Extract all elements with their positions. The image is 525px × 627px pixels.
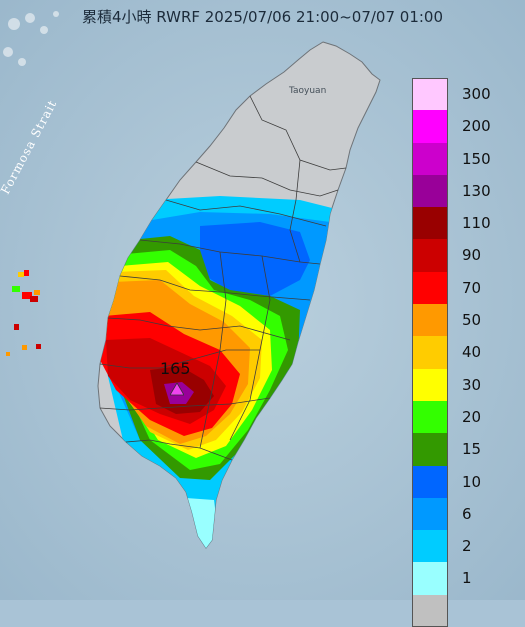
city-label: Taoyuan bbox=[289, 86, 327, 96]
legend-row: 40 bbox=[412, 336, 520, 369]
legend-label: 10 bbox=[462, 472, 482, 491]
legend-swatch bbox=[412, 530, 448, 563]
legend-label: 15 bbox=[462, 440, 482, 459]
legend-row: 2 bbox=[412, 530, 520, 563]
cloud-patches bbox=[3, 11, 59, 66]
legend-label: 130 bbox=[462, 181, 491, 200]
legend-swatch bbox=[412, 110, 448, 143]
legend-swatch bbox=[412, 336, 448, 369]
legend-row: 20 bbox=[412, 400, 520, 434]
legend-row: 70 bbox=[412, 271, 520, 305]
legend-swatch bbox=[412, 304, 448, 337]
legend-row: 200 bbox=[412, 110, 520, 143]
legend-row: 150 bbox=[412, 142, 520, 175]
triangle-marker-icon bbox=[170, 383, 184, 396]
legend-swatch bbox=[412, 400, 448, 434]
legend-label: 110 bbox=[462, 214, 491, 233]
county-boundaries bbox=[99, 95, 347, 461]
legend-swatch bbox=[412, 271, 448, 305]
legend-row: 1 bbox=[412, 562, 520, 595]
legend-label: 50 bbox=[462, 311, 482, 330]
legend-label: 2 bbox=[462, 537, 472, 556]
legend-swatch bbox=[412, 465, 448, 498]
legend-label: 40 bbox=[462, 343, 482, 362]
rainfall-legend: 300 200 150 130 110 90 70 50 40 30 20 15 10 6 2 1 bbox=[412, 78, 520, 627]
legend-label: 200 bbox=[462, 117, 491, 136]
legend-row: 130 bbox=[412, 174, 520, 208]
legend-swatch bbox=[412, 207, 448, 240]
legend-label: 20 bbox=[462, 407, 482, 426]
legend-label: 300 bbox=[462, 85, 491, 103]
legend-label: 6 bbox=[462, 504, 472, 523]
legend-swatch bbox=[412, 562, 448, 595]
legend-row: 50 bbox=[412, 304, 520, 337]
legend-label: 90 bbox=[462, 246, 482, 265]
legend-swatch bbox=[412, 78, 448, 111]
legend-row: 300 bbox=[412, 78, 520, 111]
legend-label: 30 bbox=[462, 375, 482, 394]
legend-swatch bbox=[412, 174, 448, 208]
legend-row: 6 bbox=[412, 497, 520, 531]
legend-label: 1 bbox=[462, 569, 472, 588]
peak-value-label: 165 bbox=[160, 359, 191, 378]
legend-label: 70 bbox=[462, 278, 482, 297]
legend-row: 15 bbox=[412, 433, 520, 466]
legend-row: 30 bbox=[412, 368, 520, 401]
legend-swatch bbox=[412, 497, 448, 531]
legend-swatch bbox=[412, 433, 448, 466]
legend-swatch bbox=[412, 142, 448, 175]
map-title: 累積4小時 RWRF 2025/07/06 21:00~07/07 01:00 bbox=[81, 8, 444, 26]
legend-swatch bbox=[412, 239, 448, 272]
legend-swatch bbox=[412, 368, 448, 401]
legend-label: 150 bbox=[462, 149, 491, 168]
legend-row: 90 bbox=[412, 239, 520, 272]
legend-row: 110 bbox=[412, 207, 520, 240]
offshore-rain-cells bbox=[6, 270, 41, 356]
legend-row: 10 bbox=[412, 465, 520, 498]
